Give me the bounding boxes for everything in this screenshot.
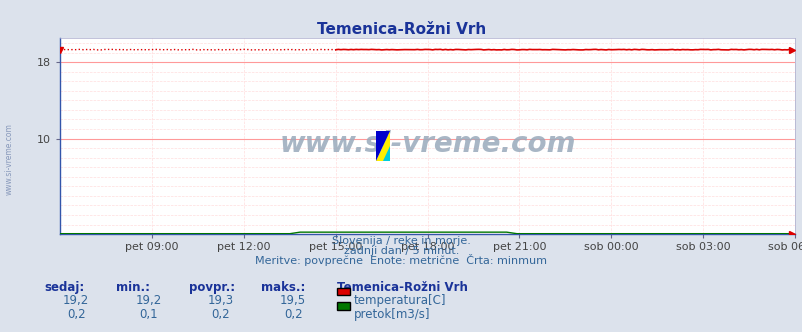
- Text: Temenica-Rožni Vrh: Temenica-Rožni Vrh: [337, 281, 468, 293]
- Text: pretok[m3/s]: pretok[m3/s]: [354, 308, 430, 321]
- Text: Meritve: povprečne  Enote: metrične  Črta: minmum: Meritve: povprečne Enote: metrične Črta:…: [255, 254, 547, 266]
- Text: 0,1: 0,1: [139, 308, 158, 321]
- Text: www.si-vreme.com: www.si-vreme.com: [279, 130, 575, 158]
- Text: Slovenija / reke in morje.: Slovenija / reke in morje.: [332, 236, 470, 246]
- Text: Temenica-Rožni Vrh: Temenica-Rožni Vrh: [317, 22, 485, 37]
- Text: 0,2: 0,2: [67, 308, 86, 321]
- Text: 19,2: 19,2: [63, 294, 89, 307]
- Text: 19,5: 19,5: [280, 294, 306, 307]
- Text: 19,3: 19,3: [208, 294, 233, 307]
- Text: povpr.:: povpr.:: [188, 281, 234, 293]
- Text: 0,2: 0,2: [211, 308, 230, 321]
- Text: min.:: min.:: [116, 281, 150, 293]
- Polygon shape: [375, 131, 390, 161]
- Text: zadnji dan / 5 minut.: zadnji dan / 5 minut.: [343, 246, 459, 256]
- Text: 19,2: 19,2: [136, 294, 161, 307]
- Text: temperatura[C]: temperatura[C]: [354, 294, 446, 307]
- Text: sedaj:: sedaj:: [44, 281, 84, 293]
- Text: 0,2: 0,2: [283, 308, 302, 321]
- Polygon shape: [375, 131, 390, 161]
- Text: maks.:: maks.:: [261, 281, 305, 293]
- Polygon shape: [383, 146, 390, 161]
- Text: www.si-vreme.com: www.si-vreme.com: [5, 124, 14, 195]
